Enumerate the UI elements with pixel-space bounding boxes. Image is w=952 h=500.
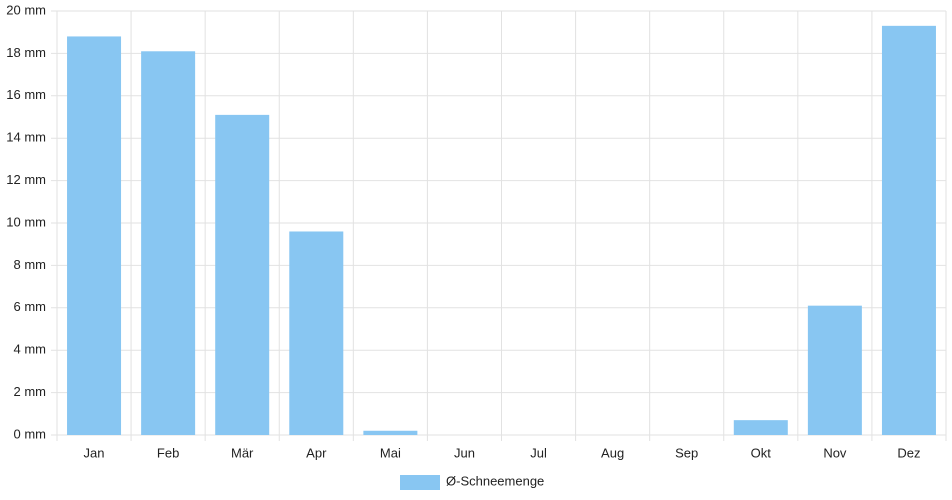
y-tick-label: 2 mm <box>14 384 47 399</box>
bar <box>215 114 270 435</box>
x-tick-label: Mär <box>231 445 254 460</box>
x-tick-label: Aug <box>601 445 624 460</box>
y-tick-label: 4 mm <box>14 342 47 357</box>
legend-swatch <box>400 475 440 490</box>
x-tick-label: Dez <box>897 445 920 460</box>
y-tick-label: 8 mm <box>14 257 47 272</box>
x-tick-label: Jul <box>530 445 547 460</box>
x-tick-label: Feb <box>157 445 179 460</box>
y-tick-label: 16 mm <box>6 87 46 102</box>
x-tick-label: Jan <box>84 445 105 460</box>
bar <box>363 430 418 435</box>
x-tick-label: Apr <box>306 445 327 460</box>
y-tick-label: 14 mm <box>6 130 46 145</box>
bar <box>733 420 788 435</box>
x-tick-label: Jun <box>454 445 475 460</box>
bar <box>881 25 936 436</box>
y-tick-label: 20 mm <box>6 2 46 17</box>
y-tick-label: 6 mm <box>14 299 47 314</box>
legend-label: Ø-Schneemenge <box>446 473 544 488</box>
x-tick-label: Nov <box>823 445 847 460</box>
bar <box>67 36 122 435</box>
x-tick-label: Sep <box>675 445 698 460</box>
x-tick-label: Okt <box>751 445 772 460</box>
y-tick-label: 12 mm <box>6 172 46 187</box>
bar <box>141 51 196 435</box>
bar <box>289 231 344 435</box>
x-tick-label: Mai <box>380 445 401 460</box>
bar <box>807 305 862 435</box>
y-tick-label: 0 mm <box>14 426 47 441</box>
y-tick-label: 18 mm <box>6 45 46 60</box>
y-tick-label: 10 mm <box>6 214 46 229</box>
